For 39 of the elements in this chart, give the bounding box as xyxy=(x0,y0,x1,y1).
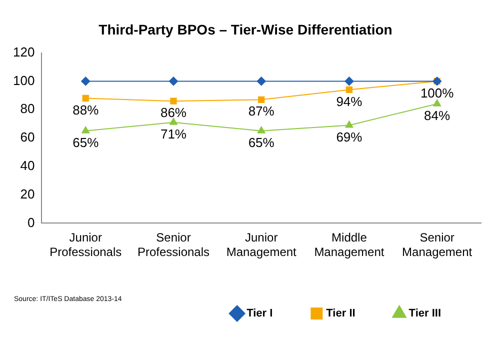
point xyxy=(345,120,354,128)
point xyxy=(170,118,178,125)
y-tick-label: 40 xyxy=(20,158,35,173)
x-tick-label: Senior Management xyxy=(402,230,473,260)
data-label: 88% xyxy=(72,102,100,118)
y-tick-label: 0 xyxy=(27,214,35,230)
point xyxy=(344,76,354,86)
data-label: 84% xyxy=(424,108,451,123)
data-label: 65% xyxy=(248,134,275,150)
point xyxy=(258,96,265,103)
y-tick-label: 20 xyxy=(20,186,35,202)
y-tick-label: 60 xyxy=(20,130,35,145)
legend-label: Tier II xyxy=(326,308,356,320)
point xyxy=(82,94,89,102)
y-tick-label: 120 xyxy=(12,44,35,60)
point xyxy=(170,98,177,104)
x-tick-label: Junior Professionals xyxy=(50,230,122,260)
data-label: 87% xyxy=(248,104,275,119)
chart-title: Third-Party BPOs – Tier-Wise Differentiation xyxy=(98,21,392,38)
legend-label: Tier III xyxy=(408,308,442,320)
data-label: 69% xyxy=(336,129,363,144)
point xyxy=(168,76,178,86)
data-label: 94% xyxy=(336,94,363,109)
data-label: 86% xyxy=(160,105,187,120)
point xyxy=(82,126,90,134)
legend-label: Tier I xyxy=(246,308,273,320)
y-tick-label: 100 xyxy=(12,72,35,88)
point xyxy=(256,76,266,86)
x-tick-label: Senior Professionals xyxy=(137,230,210,260)
point xyxy=(433,99,442,106)
x-tick-label: Middle Management xyxy=(314,230,385,260)
data-label: 71% xyxy=(160,126,187,142)
data-label: 100% xyxy=(420,85,454,100)
point xyxy=(81,76,90,86)
data-label: 65% xyxy=(72,134,100,150)
y-tick-label: 80 xyxy=(20,101,35,116)
x-tick-label: Junior Management xyxy=(226,230,298,260)
point xyxy=(257,126,266,134)
point xyxy=(346,86,353,94)
